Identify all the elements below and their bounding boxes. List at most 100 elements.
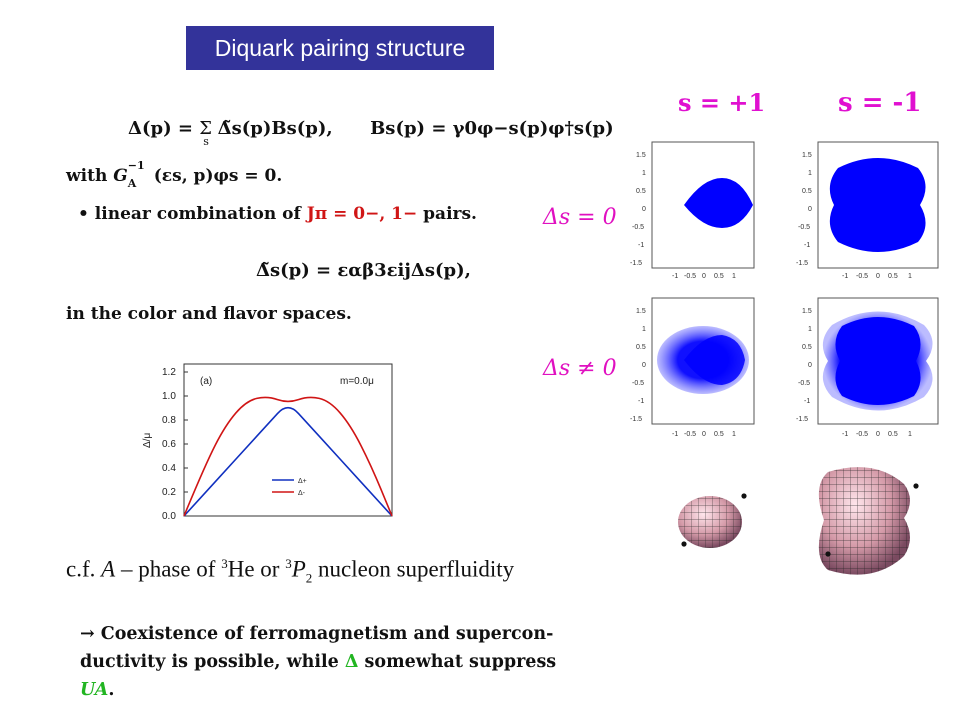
tick-x: 1: [908, 273, 912, 280]
he-superscript: 3: [221, 556, 228, 571]
tick-y: -1.5: [630, 260, 642, 267]
bullet-text-after: pairs.: [417, 204, 477, 224]
tick-y: 0.5: [636, 188, 646, 195]
chart-y-tick-label: 0.4: [162, 463, 176, 474]
g-symbol: G: [113, 166, 128, 186]
tick-y: 0: [808, 206, 812, 213]
delta-nonzero-label: Δs ≠ 0: [543, 356, 617, 381]
bullet-linear-combination: • linear combination of Jπ = 0−, 1− pair…: [78, 204, 477, 224]
three-d-fermi-surfaces: [678, 467, 919, 575]
tick-y: -0.5: [798, 224, 810, 231]
tick-x: 0: [876, 273, 880, 280]
fermi-peanut-core: [835, 317, 921, 405]
chart-series-line-1: [183, 396, 393, 517]
plot-frame-bottom-right: [817, 297, 939, 425]
cf-p-symbol: P: [291, 556, 306, 582]
plot-frame-top-left: [651, 141, 755, 269]
g-rest: (εs, p)φs = 0.: [153, 166, 283, 186]
conclusion-text-2b: somewhat suppress: [358, 652, 557, 672]
conclusion-line-1: → Coexistence of ferromagnetism and supe…: [80, 620, 680, 648]
tick-y: -1: [638, 398, 644, 405]
sum-symbol: Σ: [199, 118, 212, 139]
cf-a-symbol: A: [101, 556, 116, 582]
tick-x: 0.5: [888, 273, 898, 280]
equation-delta-definition: Δ(p) = Σ s Δ̃s(p)Bs(p), Bs(p) = γ0φ−s(p)…: [128, 118, 614, 148]
arrow-icon: →: [80, 624, 95, 644]
tick-y: 0.5: [802, 344, 812, 351]
tick-y: 1.5: [636, 152, 646, 159]
plot-frame-bottom-left: [651, 297, 755, 425]
chart-series-layer: [183, 396, 393, 517]
cf-helium-line: c.f. A – phase of 3He or 3P2 nucleon sup…: [66, 556, 514, 586]
eq1-sum: Σ s: [199, 118, 212, 148]
tick-x: 0: [702, 273, 706, 280]
tick-y: 1: [642, 170, 646, 177]
tick-x: -0.5: [684, 273, 696, 280]
with-word: with: [66, 166, 114, 186]
chart-ylabel: Δ/μ: [142, 433, 153, 448]
delta-symbol: Δ: [344, 652, 359, 672]
tick-y: 0: [642, 362, 646, 369]
tick-x: 0: [876, 431, 880, 438]
p-superscript: 3: [285, 556, 292, 571]
lens-3d-surface: [678, 493, 747, 548]
g-sup: −1: [127, 159, 145, 172]
chart-annotation: m=0.0μ: [340, 376, 374, 387]
cf-prefix: c.f.: [66, 556, 102, 582]
chart-y-tick-label: 1.0: [162, 391, 176, 402]
fermi-peanut-shape: [829, 158, 926, 252]
equation-delta-tilde: Δ̃s(p) = εαβ3εijΔs(p),: [256, 260, 471, 281]
chart-panel-label: (a): [200, 376, 212, 387]
cf-rest: nucleon superfluidity: [312, 556, 515, 582]
with-green-function-line: with G −1 A (εs, p)φs = 0.: [66, 159, 283, 190]
p-subscript: 2: [305, 570, 313, 586]
color-flavor-text: in the color and flavor spaces.: [66, 304, 352, 324]
cf-phase: – phase of: [115, 556, 222, 582]
tick-x: -1: [842, 273, 848, 280]
tick-y: 1: [808, 170, 812, 177]
ua-symbol: UA: [80, 680, 109, 700]
chart-y-tick-label: 0.8: [162, 415, 176, 426]
spin-minus-label: s = -1: [838, 88, 922, 118]
tick-y: 0.5: [636, 344, 646, 351]
cf-he: He or: [227, 556, 286, 582]
chart-legend: Δ+ Δ-: [272, 478, 307, 497]
tick-y: -1.5: [796, 416, 808, 423]
tick-x: 1: [732, 431, 736, 438]
conclusion-text-1: Coexistence of ferromagnetism and superc…: [100, 624, 554, 644]
tick-y: -1: [804, 398, 810, 405]
tick-y: 1.5: [802, 308, 812, 315]
legend-label-delta-plus: Δ+: [298, 478, 307, 485]
legend-label-delta-minus: Δ-: [298, 490, 306, 497]
tick-y: 1: [642, 326, 646, 333]
tick-y: -1: [804, 242, 810, 249]
tick-y: -0.5: [798, 380, 810, 387]
fermi-lens-shape: [684, 178, 753, 228]
bullet-dot: •: [78, 204, 89, 224]
tick-x: -1: [842, 431, 848, 438]
tick-x: 0.5: [714, 431, 724, 438]
tick-x: -1: [672, 431, 678, 438]
fermi-lens-core: [684, 335, 745, 385]
plot-frame-top-right: [817, 141, 939, 269]
conclusion-line-2: ductivity is possible, while Δ somewhat …: [80, 648, 680, 676]
gap-chart: (a) m=0.0μ Δ/μ 0.0 0.2 0.4 0.6 0.8 1.0 1.2 Δ+ …: [142, 363, 393, 522]
tick-x: 1: [732, 273, 736, 280]
tick-y: -1: [638, 242, 644, 249]
slide-title: Diquark pairing structure: [186, 26, 494, 70]
delta-zero-label: Δs = 0: [543, 205, 617, 230]
eq1-term: Δ̃s(p)Bs(p),: [217, 118, 333, 139]
tick-x: 0.5: [888, 431, 898, 438]
chart-y-tick-label: 0.2: [162, 487, 176, 498]
chart-y-tick-label: 1.2: [162, 367, 176, 378]
chart-y-tick-label: 0.6: [162, 439, 176, 450]
tick-x: -0.5: [856, 431, 868, 438]
tick-x: -0.5: [856, 273, 868, 280]
g-sub: A: [127, 177, 137, 190]
tick-y: 0: [642, 206, 646, 213]
sum-index: s: [203, 135, 209, 148]
mini-plot-ticks: 1.5 1 0.5 0 -0.5 -1 -1.5 1.5 1 0.5 0 -0.…: [630, 152, 912, 438]
tick-y: -0.5: [632, 224, 644, 231]
tick-x: -0.5: [684, 431, 696, 438]
spin-plus-label: s = +1: [678, 88, 766, 117]
